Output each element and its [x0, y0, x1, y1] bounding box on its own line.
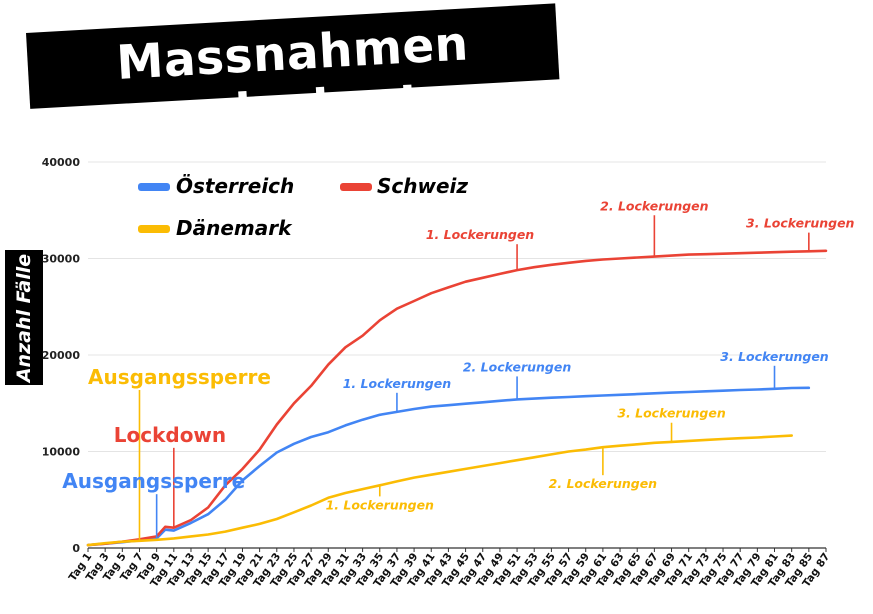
legend-swatch-schweiz: [340, 183, 372, 191]
legend-label-schweiz: Schweiz: [377, 174, 468, 198]
annotation-label: 3. Lockerungen: [746, 216, 854, 231]
annotation-label: 3. Lockerungen: [617, 406, 725, 421]
annotation-label: Lockdown: [114, 423, 226, 447]
y-tick-label: 40000: [42, 156, 81, 169]
series-line-0: [86, 386, 811, 547]
annotation-label: 1. Lockerungen: [343, 376, 451, 391]
annotation-label: 2. Lockerungen: [549, 476, 657, 491]
annotation-label: 2. Lockerungen: [463, 359, 571, 374]
annotation-label: 1. Lockerungen: [426, 227, 534, 242]
y-tick-label: 10000: [42, 446, 81, 459]
legend-label-oesterreich: Österreich: [176, 174, 294, 198]
annotation-label: 2. Lockerungen: [600, 198, 708, 213]
annotation-label: Ausgangssperre: [88, 365, 271, 389]
annotations: Ausgangssperre Lockdown Ausgangssperre 1. L…: [62, 198, 855, 540]
y-tick-label: 0: [72, 542, 80, 555]
legend-swatch-daenemark: [138, 225, 170, 233]
y-tick-label: 20000: [42, 349, 81, 362]
legend-label-daenemark: Dänemark: [176, 216, 293, 240]
annotation-label: Ausgangssperre: [62, 469, 245, 493]
series-line-2: [86, 434, 793, 547]
grid-lines: [88, 161, 826, 549]
y-tick-label: 30000: [42, 253, 81, 266]
y-axis-label-box: Anzahl Fälle: [5, 250, 43, 385]
annotation-label: 3. Lockerungen: [720, 349, 828, 364]
series-line-1: [86, 249, 828, 547]
legend-swatch-oesterreich: [138, 183, 170, 191]
legend: Österreich Schweiz Dänemark: [138, 174, 468, 240]
series-lines: [86, 249, 828, 547]
annotation-label: 1. Lockerungen: [326, 497, 434, 512]
y-tick-labels: 0 10000 20000 30000 40000: [42, 156, 81, 555]
